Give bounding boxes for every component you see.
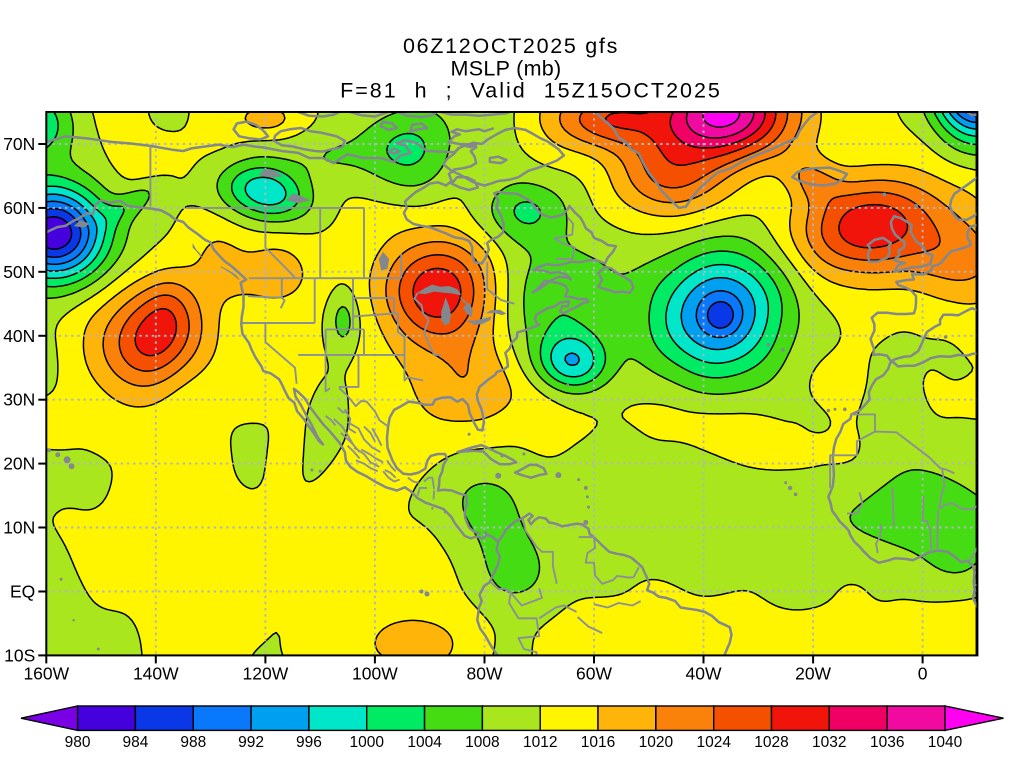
svg-text:988: 988 — [180, 734, 206, 751]
svg-text:60W: 60W — [576, 663, 612, 683]
svg-text:MSLP (mb): MSLP (mb) — [450, 56, 561, 80]
svg-text:996: 996 — [296, 734, 322, 751]
svg-text:140W: 140W — [133, 663, 179, 683]
svg-text:992: 992 — [238, 734, 264, 751]
svg-text:10S: 10S — [4, 645, 35, 665]
svg-text:1004: 1004 — [407, 734, 442, 751]
svg-text:0: 0 — [918, 663, 928, 683]
svg-text:1028: 1028 — [754, 734, 788, 751]
svg-text:70N: 70N — [3, 134, 35, 154]
svg-text:1032: 1032 — [812, 734, 846, 751]
svg-text:120W: 120W — [243, 663, 289, 683]
svg-text:60N: 60N — [3, 198, 35, 218]
svg-text:20W: 20W — [795, 663, 831, 683]
svg-text:EQ: EQ — [10, 582, 35, 602]
svg-text:10N: 10N — [3, 518, 35, 538]
svg-text:1036: 1036 — [870, 734, 904, 751]
svg-text:20N: 20N — [3, 454, 35, 474]
svg-text:50N: 50N — [3, 262, 35, 282]
svg-text:06Z12OCT2025 gfs: 06Z12OCT2025 gfs — [403, 34, 619, 58]
svg-text:1012: 1012 — [523, 734, 557, 751]
svg-text:160W: 160W — [23, 663, 69, 683]
svg-text:1000: 1000 — [349, 734, 384, 751]
svg-text:30N: 30N — [3, 390, 35, 410]
svg-text:100W: 100W — [352, 663, 398, 683]
svg-text:1020: 1020 — [639, 734, 674, 751]
svg-text:80W: 80W — [467, 663, 503, 683]
svg-text:980: 980 — [65, 734, 91, 751]
svg-text:40N: 40N — [3, 326, 35, 346]
svg-text:1008: 1008 — [465, 734, 499, 751]
svg-text:F=81 h ; Valid 15Z15OCT2025: F=81 h ; Valid 15Z15OCT2025 — [340, 79, 722, 103]
svg-text:984: 984 — [122, 734, 148, 751]
svg-text:1040: 1040 — [928, 734, 963, 751]
svg-text:1016: 1016 — [581, 734, 615, 751]
svg-text:40W: 40W — [686, 663, 722, 683]
svg-text:1024: 1024 — [696, 734, 731, 751]
